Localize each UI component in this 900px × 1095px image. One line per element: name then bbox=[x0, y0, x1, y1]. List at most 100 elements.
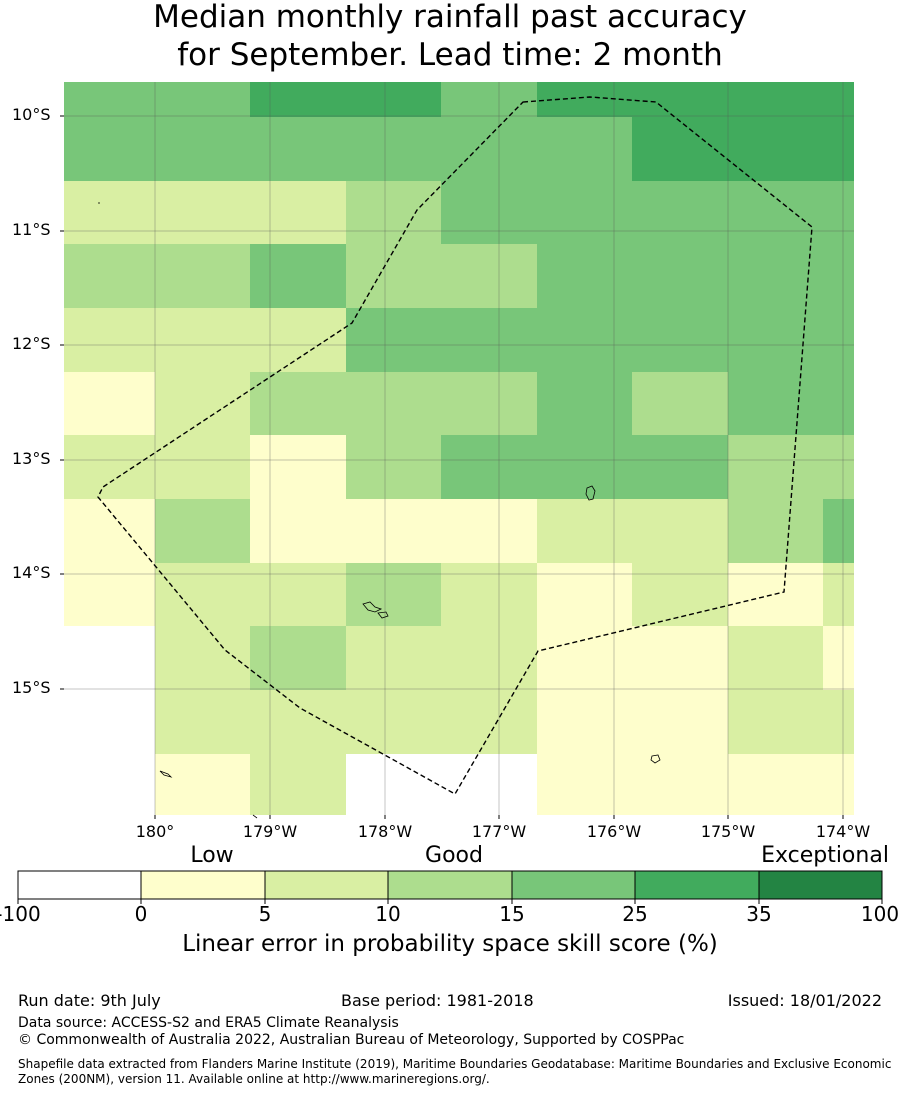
grid-cell bbox=[632, 499, 728, 563]
grid-cell bbox=[728, 308, 823, 372]
grid-cell bbox=[250, 499, 346, 563]
grid-cell bbox=[346, 499, 441, 563]
grid-cell bbox=[823, 372, 854, 435]
island-south bbox=[252, 814, 258, 819]
grid-cell bbox=[155, 82, 250, 117]
grid-cell bbox=[64, 181, 155, 244]
grid-cell bbox=[537, 435, 632, 499]
island-southwest bbox=[159, 770, 173, 778]
lon-label-180: 180° bbox=[135, 822, 175, 841]
grid-cell bbox=[64, 626, 155, 690]
lat-label-11s: 11°S bbox=[12, 220, 51, 239]
shapefile-note: Shapefile data extracted from Flanders M… bbox=[18, 1057, 892, 1086]
colorbar-title: Linear error in probability space skill … bbox=[182, 931, 718, 957]
grid-cell bbox=[250, 117, 346, 181]
grid-cell bbox=[537, 82, 632, 117]
grid-cell bbox=[728, 499, 823, 563]
island-upolu-east bbox=[377, 611, 389, 619]
skill-grid bbox=[64, 82, 854, 815]
grid-cell bbox=[632, 244, 728, 308]
grid-cell bbox=[64, 372, 155, 435]
grid-cell bbox=[537, 499, 632, 563]
grid-cell bbox=[823, 499, 854, 563]
data-source: Data source: ACCESS-S2 and ERA5 Climate … bbox=[18, 1015, 399, 1031]
grid-cell bbox=[155, 244, 250, 308]
grid-cell bbox=[346, 117, 441, 181]
grid-cell bbox=[250, 244, 346, 308]
grid-cell bbox=[537, 563, 632, 626]
grid-cell bbox=[728, 754, 823, 815]
colorbar-tick-label: 15 bbox=[499, 902, 525, 926]
grid-cell bbox=[823, 754, 854, 815]
colorbar-tick-label: -100 bbox=[0, 902, 41, 926]
lon-label-174w: 174°W bbox=[815, 822, 871, 841]
grid-cell bbox=[346, 435, 441, 499]
grid-cell bbox=[537, 181, 632, 244]
grid-cell bbox=[823, 308, 854, 372]
grid-cell bbox=[728, 117, 823, 181]
grid-cell bbox=[441, 308, 537, 372]
grid-cell bbox=[823, 181, 854, 244]
grid-cell bbox=[728, 690, 823, 754]
grid-cell bbox=[346, 690, 441, 754]
colorbar-tick-label: 35 bbox=[746, 902, 772, 926]
grid-cell bbox=[346, 563, 441, 626]
grid-cell bbox=[250, 690, 346, 754]
colorbar-tick-label: 100 bbox=[860, 902, 900, 926]
lat-label-12s: 12°S bbox=[12, 334, 51, 353]
grid-cell bbox=[537, 690, 632, 754]
colorbar-segment bbox=[140, 870, 266, 900]
grid-cell bbox=[250, 308, 346, 372]
grid-cell bbox=[632, 372, 728, 435]
grid-cell bbox=[155, 626, 250, 690]
grid-cell bbox=[346, 308, 441, 372]
grid-cell bbox=[632, 117, 728, 181]
grid-cell bbox=[346, 82, 441, 117]
grid-cell bbox=[823, 626, 854, 690]
grid-cell bbox=[64, 499, 155, 563]
grid-cell bbox=[155, 117, 250, 181]
grid-cell bbox=[537, 372, 632, 435]
grid-cell bbox=[728, 82, 823, 117]
legend-category-exceptional: Exceptional bbox=[761, 843, 889, 868]
lon-label-179w: 179°W bbox=[242, 822, 298, 841]
grid-cell bbox=[823, 690, 854, 754]
grid-cell bbox=[250, 626, 346, 690]
grid-cell bbox=[64, 690, 155, 754]
grid-cell bbox=[537, 754, 632, 815]
grid-cell bbox=[823, 563, 854, 626]
grid-cell bbox=[632, 754, 728, 815]
grid-cell bbox=[250, 435, 346, 499]
island-nukunonu bbox=[585, 485, 596, 501]
grid-cell bbox=[250, 82, 346, 117]
grid-cell bbox=[632, 308, 728, 372]
graticule-lines bbox=[64, 82, 854, 815]
issued-date: Issued: 18/01/2022 bbox=[727, 991, 882, 1010]
colorbar-segment bbox=[387, 870, 513, 900]
grid-cell bbox=[64, 82, 155, 117]
grid-cell bbox=[346, 244, 441, 308]
grid-cell bbox=[250, 372, 346, 435]
legend-category-low: Low bbox=[190, 843, 234, 868]
colorbar-segment bbox=[17, 870, 142, 900]
grid-cell bbox=[155, 308, 250, 372]
copyright: © Commonwealth of Australia 2022, Austra… bbox=[18, 1032, 685, 1048]
grid-cell bbox=[346, 372, 441, 435]
grid-cell bbox=[155, 435, 250, 499]
grid-cell bbox=[155, 181, 250, 244]
grid-cell bbox=[441, 181, 537, 244]
colorbar-segment bbox=[758, 870, 883, 900]
grid-cell bbox=[823, 244, 854, 308]
colorbar-segment bbox=[264, 870, 389, 900]
grid-cell bbox=[823, 435, 854, 499]
grid-cell bbox=[728, 372, 823, 435]
lat-label-14s: 14°S bbox=[12, 563, 51, 582]
grid-cell bbox=[64, 435, 155, 499]
grid-cell bbox=[346, 626, 441, 690]
grid-cell bbox=[823, 82, 854, 117]
grid-cell bbox=[728, 181, 823, 244]
grid-cell bbox=[250, 754, 346, 815]
grid-cell bbox=[155, 563, 250, 626]
grid-cell bbox=[441, 754, 537, 815]
island-east bbox=[650, 754, 661, 764]
